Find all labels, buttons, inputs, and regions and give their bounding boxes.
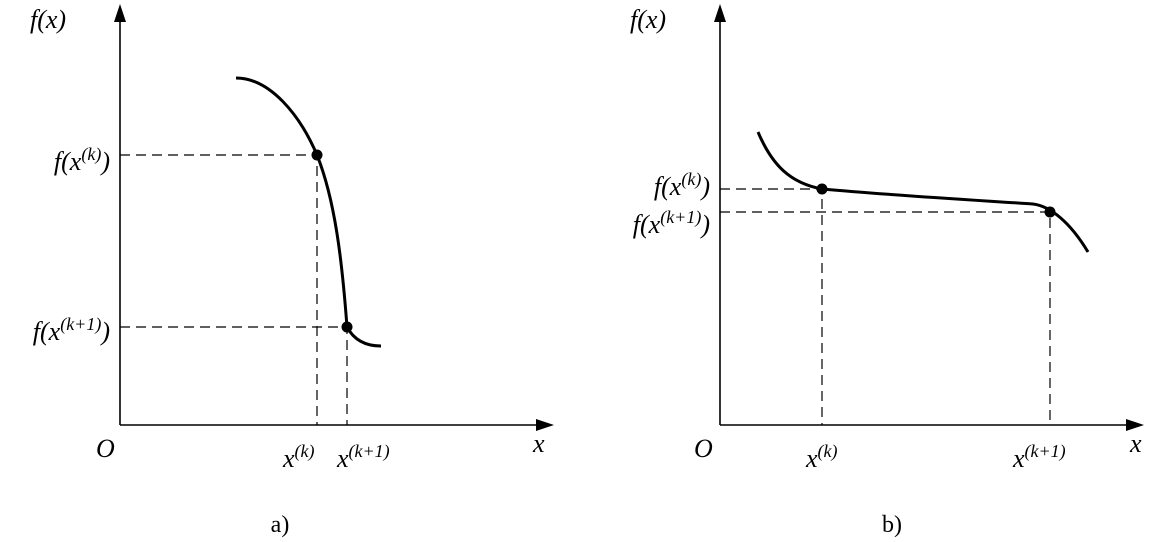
caption: a) (271, 512, 290, 538)
arrow (536, 419, 554, 431)
arrow (1126, 419, 1144, 431)
label-part: (k) (81, 144, 101, 165)
label-part: ) (699, 210, 710, 239)
x-axis-label: x (532, 429, 545, 458)
y-axis-label: f(x) (630, 5, 666, 34)
label-part: ) (99, 147, 110, 176)
label-part: f(x (633, 210, 661, 239)
label-part: (k+1) (349, 441, 390, 462)
y-point-label: f(x(k+1)) (33, 314, 110, 346)
guide-lines (120, 154, 348, 425)
y-point-label: f(x(k+1)) (633, 207, 710, 239)
y-axis-label: f(x) (30, 5, 66, 34)
label-part: (k) (295, 441, 315, 462)
label-part: x (336, 444, 349, 473)
point (341, 321, 353, 333)
label-part: (k+1) (60, 314, 101, 335)
label-part: (k) (681, 169, 701, 190)
arrow (714, 4, 726, 22)
origin: O (96, 434, 115, 463)
y-point-label: f(x(k)) (654, 169, 710, 201)
y-point-label: f(x(k)) (54, 144, 110, 176)
label-part: ) (699, 172, 710, 201)
caption: b) (882, 512, 902, 538)
label-part: f(x (33, 317, 61, 346)
point (311, 149, 323, 161)
x-point-label: x(k) (805, 441, 838, 473)
label-part: x (805, 444, 818, 473)
curve (235, 76, 382, 348)
arrow (114, 4, 126, 22)
point (816, 183, 828, 195)
origin: O (694, 434, 713, 463)
guide-lines (720, 188, 1051, 425)
label-part: x (1012, 444, 1025, 473)
x-point-label: x(k+1) (336, 441, 390, 473)
curve (756, 131, 1090, 253)
label-part: (k+1) (1025, 441, 1066, 462)
label-part: (k) (818, 441, 838, 462)
label-part: (k+1) (660, 207, 701, 228)
x-axis-label: x (1129, 429, 1142, 458)
label-part: f(x (654, 172, 682, 201)
point (1044, 206, 1056, 218)
x-point-label: x(k+1) (1012, 441, 1066, 473)
panel-a: f(x) O x f(x(k)) f(x(k+1)) x(k) x(k+1) a… (30, 4, 554, 538)
panel-b: f(x) O x f(x(k)) f(x(k+1)) x(k) x(k+1) b… (630, 4, 1144, 538)
x-point-label: x(k) (282, 441, 315, 473)
label-part: x (282, 444, 295, 473)
label-part: f(x (54, 147, 82, 176)
label-part: ) (99, 317, 110, 346)
